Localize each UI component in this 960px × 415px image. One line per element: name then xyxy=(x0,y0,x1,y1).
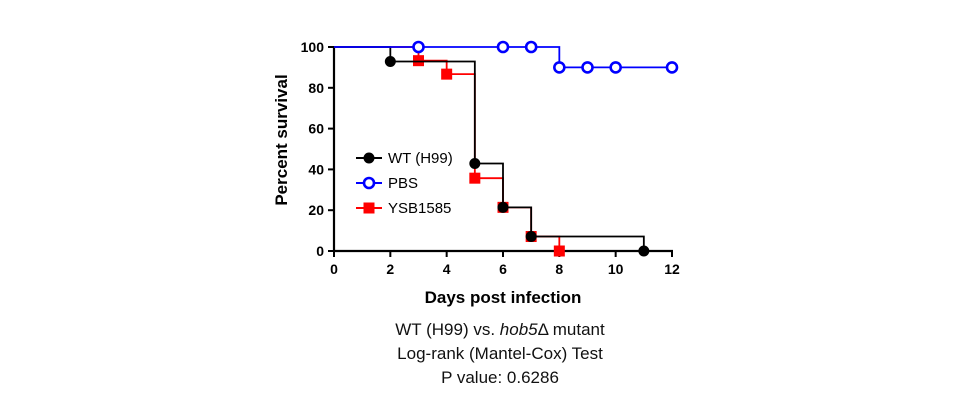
data-point xyxy=(553,245,565,257)
legend-item-1: PBS xyxy=(356,175,418,192)
legend-label: WT (H99) xyxy=(388,150,453,167)
data-point xyxy=(497,201,509,213)
y-tick-label: 60 xyxy=(308,121,324,137)
chart-legend: WT (H99) PBS YSB1585 xyxy=(356,150,453,217)
caption-comparison-prefix: WT (H99) vs. xyxy=(395,320,500,339)
legend-marker xyxy=(362,176,376,190)
x-tick-label: 8 xyxy=(555,261,563,277)
x-tick-label: 12 xyxy=(664,261,680,277)
data-point xyxy=(412,40,425,54)
chart-axes: 0 2 4 6 8 10 12 0 20 40 60 80 100 xyxy=(301,39,680,277)
caption-comparison: WT (H99) vs. hob5Δ mutant xyxy=(330,318,670,342)
caption-gene-name: hob5 xyxy=(499,320,538,339)
data-point xyxy=(609,61,622,74)
y-tick-label: 40 xyxy=(308,161,324,177)
x-tick-label: 2 xyxy=(386,261,394,277)
y-tick-label: 20 xyxy=(308,202,324,218)
data-point xyxy=(496,40,510,54)
x-axis-title: Days post infection xyxy=(425,288,582,307)
series-0 xyxy=(334,46,650,257)
caption-test-name: Log-rank (Mantel-Cox) Test xyxy=(397,344,603,363)
legend-label: PBS xyxy=(388,175,418,192)
legend-item-0: WT (H99) xyxy=(356,150,453,167)
x-tick-label: 6 xyxy=(499,261,507,277)
series-layer xyxy=(334,40,679,257)
y-tick-label: 100 xyxy=(301,39,325,55)
data-point xyxy=(665,61,679,74)
legend-label: YSB1585 xyxy=(388,200,451,217)
y-tick-label: 80 xyxy=(308,80,324,96)
data-point xyxy=(525,231,537,243)
data-point xyxy=(638,245,650,257)
caption-comparison-suffix: Δ mutant xyxy=(537,320,605,339)
data-point xyxy=(581,61,594,74)
survival-step-line xyxy=(334,46,645,251)
x-tick-label: 10 xyxy=(608,261,624,277)
series-1 xyxy=(334,40,679,74)
data-point xyxy=(441,68,453,80)
data-point xyxy=(553,61,566,74)
x-tick-label: 0 xyxy=(330,261,338,277)
y-tick-label: 0 xyxy=(316,243,324,259)
data-point xyxy=(469,172,481,184)
legend-item-2: YSB1585 xyxy=(356,200,451,217)
x-tick-label: 4 xyxy=(443,261,451,277)
data-point xyxy=(384,55,396,67)
legend-marker xyxy=(363,152,375,164)
y-axis-title: Percent survival xyxy=(272,74,291,205)
caption-p-value: P value: 0.6286 xyxy=(441,368,559,387)
data-point xyxy=(524,40,538,54)
legend-marker xyxy=(363,202,375,214)
data-point xyxy=(469,157,481,169)
